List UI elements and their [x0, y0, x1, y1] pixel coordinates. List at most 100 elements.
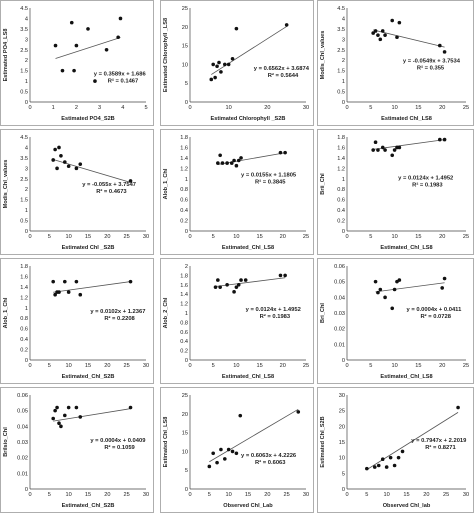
x-tick-label: 5: [369, 363, 372, 369]
data-point: [397, 278, 402, 282]
data-point: [55, 166, 59, 171]
y-tick-label: 0.2: [180, 219, 188, 225]
data-point: [236, 283, 241, 287]
y-tick-label: 4: [25, 16, 28, 22]
data-point: [211, 451, 215, 456]
x-tick-label: 25: [303, 363, 309, 369]
trendline: [217, 152, 286, 165]
data-point: [234, 26, 239, 31]
x-tick-label: 20: [280, 234, 286, 240]
data-point: [66, 405, 71, 410]
data-point: [69, 20, 74, 25]
y-tick-label: 1.2: [337, 166, 345, 172]
x-tick-label: 0: [188, 363, 191, 369]
data-point: [390, 153, 395, 158]
x-tick-label: 5: [48, 363, 51, 369]
y-tick-label: 0.6: [337, 198, 345, 204]
data-point: [223, 62, 227, 67]
trend-equation: y = -0.0549x + 3.7534: [403, 59, 461, 65]
y-tick-label: 0.5: [20, 219, 28, 225]
data-point: [365, 466, 369, 471]
scatter-chart-2: 0 10 20 30 0 5 10 15 20 25 y = 0.6562x + 3.6874R² …: [160, 0, 314, 126]
x-tick-label: 20: [423, 492, 429, 498]
x-tick-label: 3: [98, 105, 101, 111]
x-tick-label: 0: [188, 234, 191, 240]
data-point: [373, 29, 378, 33]
data-point: [229, 161, 234, 165]
data-point: [380, 145, 385, 150]
y-tick-label: 20: [339, 424, 345, 430]
data-point: [390, 18, 395, 23]
y-axis-label: Estimated Chlorophyll _LS8: [163, 18, 169, 92]
data-point: [218, 285, 222, 289]
trend-equation: y = 0.0124x + 1.4952: [398, 175, 453, 181]
trend-equation: y = 0.0155x + 1.1805: [241, 172, 297, 178]
x-tick-label: 5: [48, 492, 51, 498]
r-squared: R² = 0.355: [417, 65, 445, 72]
x-axis-label: Estimated PO4_S2B: [61, 116, 114, 122]
x-tick-label: 15: [245, 492, 251, 498]
panel-border: [317, 0, 474, 126]
data-point: [104, 47, 109, 52]
y-tick-label: 15: [339, 440, 345, 446]
y-tick-label: 3: [25, 166, 28, 172]
x-tick-label: 15: [415, 234, 421, 240]
x-tick-label: 30: [143, 363, 149, 369]
r-squared: R² = 0.6063: [255, 459, 286, 466]
trendline: [55, 37, 121, 59]
y-tick-label: 1.5: [20, 69, 28, 75]
panel-border: [160, 387, 314, 513]
y-tick-label: 1.6: [337, 145, 345, 151]
x-tick-label: 20: [264, 105, 270, 111]
x-tick-label: 5: [365, 492, 368, 498]
scatter-chart-1: 0 1 2 3 4 5 0 0.5 1 1.5 2 2.5 3 3.5 4 4.5 y = 0.3589x + …: [0, 0, 154, 126]
chart-panel-9: 0 5 10 15 20 25 0 0.01 0.02 0.03 0.04 0.05 0.06 y = 0…: [317, 258, 474, 384]
x-tick-label: 10: [66, 492, 72, 498]
scatter-chart-11: 0 5 10 15 20 25 30 0 5 10 15 20 25 y = 0.6063x + 4.22…: [160, 387, 314, 513]
trendline: [211, 26, 287, 75]
y-tick-label: 20: [182, 25, 188, 31]
y-tick-label: 10: [182, 449, 188, 455]
chart-panel-3: 0 5 10 15 20 25 0 0.5 1 1.5 2 2.5 3 3.5 4 4.5 y = -0.054…: [317, 0, 474, 126]
y-tick-label: 1.5: [337, 69, 345, 75]
panel-border: [0, 0, 154, 126]
x-axis-label: Estimated Chl_LS8: [381, 116, 432, 122]
data-point: [278, 273, 283, 278]
x-axis-label: Estimated Chlorophyll _S2B: [211, 116, 286, 122]
data-point: [128, 405, 133, 410]
x-tick-label: 25: [303, 234, 309, 240]
y-tick-label: 1.8: [337, 135, 345, 141]
x-tick-label: 10: [233, 234, 239, 240]
y-tick-label: 5: [185, 468, 188, 474]
data-point: [380, 29, 385, 33]
trend-equation: y = 0.0102x + 1.2367: [90, 309, 145, 315]
data-point: [438, 137, 442, 142]
trendline: [53, 408, 131, 422]
y-tick-label: 0.6: [180, 330, 188, 336]
y-tick-label: 0.4: [337, 208, 345, 214]
x-tick-label: 25: [463, 363, 469, 369]
x-tick-label: 0: [345, 234, 348, 240]
data-point: [373, 279, 378, 284]
trend-equation: y = -0.055x + 3.7547: [82, 182, 136, 188]
y-tick-label: 0: [25, 358, 28, 364]
y-tick-label: 1.8: [180, 135, 188, 141]
y-axis-label: Alob_1_Chl: [3, 297, 9, 328]
data-point: [220, 161, 225, 165]
data-point: [118, 16, 123, 21]
data-point: [86, 27, 90, 31]
y-tick-label: 0: [185, 487, 188, 493]
x-tick-label: 30: [303, 492, 309, 498]
y-tick-label: 0: [185, 358, 188, 364]
x-tick-label: 2: [75, 105, 78, 111]
x-tick-label: 0: [345, 492, 348, 498]
y-tick-label: 25: [339, 409, 345, 415]
data-point: [396, 455, 401, 460]
x-tick-label: 20: [439, 234, 445, 240]
data-point: [400, 449, 405, 454]
x-tick-label: 20: [104, 492, 110, 498]
chart-panel-8: 0 5 10 15 20 25 0 0.2 0.4 0.6 0.8 1 1.2 1.4 1.6 1.8 2 y =…: [160, 258, 314, 384]
y-tick-label: 0.06: [17, 393, 28, 399]
data-point: [209, 77, 214, 82]
